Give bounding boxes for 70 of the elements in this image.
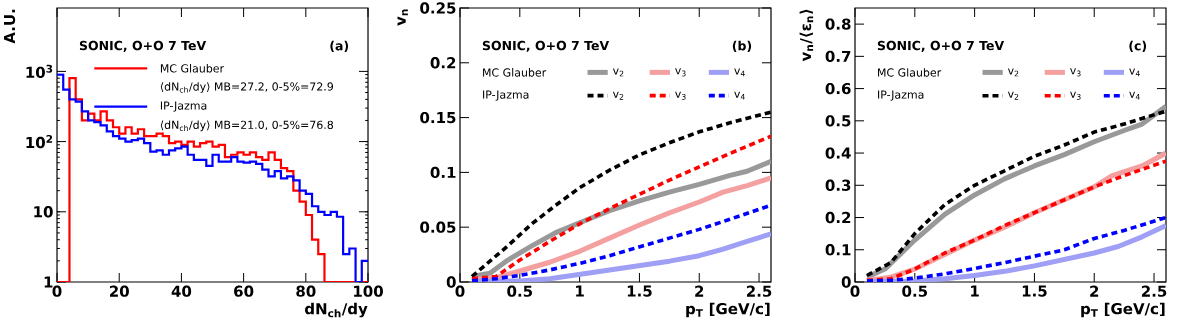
legend-label: v$_{2}$ bbox=[612, 91, 624, 100]
x-tick-label: 0 bbox=[850, 285, 860, 297]
legend-label: v$_{4}$ bbox=[734, 68, 745, 77]
legend-label: v$_{4}$ bbox=[1129, 91, 1140, 100]
legend-label: IP-Jazma bbox=[160, 101, 207, 112]
y-tick-label: 0.2 bbox=[430, 57, 456, 69]
text: SONIC, O+O 7 TeV bbox=[79, 40, 207, 52]
y-tick-label: 0 bbox=[841, 276, 851, 288]
x-tick-label: 0.5 bbox=[902, 285, 928, 297]
annotation: IP-Jazma bbox=[878, 90, 924, 101]
y-tick-label: 0.1 bbox=[825, 244, 851, 256]
x-axis-title: p$_{T}$ [GeV/c] bbox=[686, 302, 770, 318]
annotation: (c) bbox=[1129, 40, 1147, 52]
x-tick-label: 2 bbox=[695, 285, 704, 297]
x-tick-label: 2.5 bbox=[746, 285, 772, 297]
x-tick-label: 1 bbox=[576, 285, 584, 297]
y-tick-label: 0.5 bbox=[825, 115, 851, 127]
annotation: IP-Jazma bbox=[483, 90, 529, 101]
x-axis-title: p$_{T}$ [GeV/c] bbox=[1081, 302, 1165, 318]
y-tick-label: 0 bbox=[446, 276, 456, 288]
y-tick-label: 0.7 bbox=[825, 50, 851, 63]
annotation: (b) bbox=[732, 40, 752, 52]
legend-label: v$_{4}$ bbox=[1129, 68, 1140, 77]
legend-label: v$_{2}$ bbox=[1007, 91, 1019, 100]
annotation: (a) bbox=[330, 40, 349, 52]
legend-label: v$_{3}$ bbox=[1070, 91, 1081, 100]
legend-label: MC Glauber bbox=[160, 64, 225, 73]
legend-label: v$_{2}$ bbox=[1007, 68, 1019, 77]
annotation: ⟨dN$_{ch}$/dy⟩ MB=27.2, 0-5%=72.9 bbox=[160, 82, 334, 93]
y-tick-label: 10 bbox=[34, 206, 53, 218]
y-tick-label: 0.6 bbox=[825, 82, 851, 95]
annotation: MC Glauber bbox=[483, 68, 547, 77]
legend-label: v$_{3}$ bbox=[675, 68, 686, 77]
x-axis-title: dN$_{ch}$/dy bbox=[305, 302, 368, 318]
annotation: MC Glauber bbox=[878, 68, 942, 77]
x-tick-label: 2.5 bbox=[1141, 285, 1167, 297]
y-axis-title: A.U. bbox=[4, 9, 16, 44]
y-tick-label: 0.25 bbox=[420, 2, 456, 14]
x-tick-label: 1.5 bbox=[627, 285, 652, 297]
text: SONIC, O+O 7 TeV bbox=[877, 40, 1005, 52]
y-tick-label: 0.1 bbox=[430, 166, 456, 179]
x-tick-label: 20 bbox=[109, 285, 129, 297]
y-tick-label: 1 bbox=[44, 276, 53, 288]
x-tick-label: 40 bbox=[171, 285, 192, 297]
y-tick-label: 0.4 bbox=[825, 147, 851, 159]
y-tick-label: 10$^{2}$ bbox=[26, 134, 53, 149]
x-tick-label: 80 bbox=[296, 285, 316, 297]
legend-label: v$_{2}$ bbox=[612, 68, 624, 77]
y-tick-label: 0.3 bbox=[825, 179, 851, 191]
y-tick-label: 0.05 bbox=[420, 221, 456, 233]
legend-label: v$_{4}$ bbox=[734, 91, 745, 100]
annotation: ⟨dN$_{ch}$/dy⟩ MB=21.0, 0-5%=76.8 bbox=[160, 120, 334, 132]
x-tick-label: 1.5 bbox=[1022, 285, 1047, 297]
legend-label: v$_{3}$ bbox=[1070, 68, 1081, 77]
x-tick-label: 2 bbox=[1090, 285, 1099, 297]
y-axis-title: v$_{n}$ bbox=[397, 9, 408, 26]
y-tick-label: 0.15 bbox=[420, 111, 456, 124]
x-tick-label: 0.5 bbox=[507, 285, 533, 297]
y-tick-label: 0.8 bbox=[825, 18, 851, 30]
x-tick-label: 1 bbox=[971, 285, 979, 297]
line-series bbox=[470, 134, 772, 281]
y-tick-label: 10$^{3}$ bbox=[26, 64, 53, 79]
text: SONIC, O+O 7 TeV bbox=[482, 40, 610, 52]
x-tick-label: 60 bbox=[234, 285, 254, 297]
y-tick-label: 0.2 bbox=[825, 211, 851, 224]
legend-label: v$_{3}$ bbox=[675, 91, 686, 100]
x-tick-label: 0 bbox=[52, 285, 62, 297]
x-tick-label: 100 bbox=[354, 285, 383, 297]
x-tick-label: 0 bbox=[455, 285, 465, 297]
y-axis-title: v$_{n}$/⟨ε$_{n}$⟩ bbox=[799, 9, 814, 62]
